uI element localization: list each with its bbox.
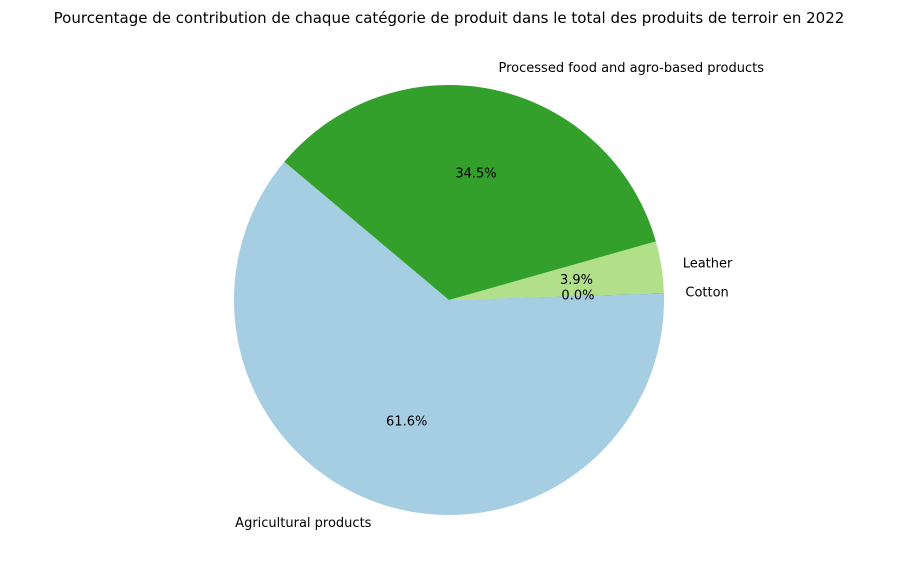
slice-label-leather: Leather [683, 256, 733, 271]
pie-labels: Agricultural products 61.6% Cotton 0.0% Leat… [235, 61, 764, 531]
slice-label-cotton: Cotton [685, 285, 728, 300]
pct-label-agricultural-products: 61.6% [386, 414, 427, 429]
pie-slice-processed-food-and-agro-based-products [284, 84, 656, 300]
slice-label-agricultural-products: Agricultural products [235, 516, 371, 531]
pct-label-cotton: 0.0% [561, 289, 594, 304]
pie-slice-leather [449, 241, 664, 300]
pie-slice-agricultural-products [234, 161, 664, 515]
pie-slice-cotton [449, 293, 664, 300]
pie-slices [234, 84, 664, 515]
chart-title: Pourcentage de contribution de chaque ca… [54, 9, 845, 27]
slice-label-processed-food-and-agro-based-products: Processed food and agro-based products [499, 61, 765, 76]
pct-label-leather: 3.9% [560, 273, 593, 288]
pct-label-processed-food-and-agro-based-products: 34.5% [455, 166, 496, 181]
